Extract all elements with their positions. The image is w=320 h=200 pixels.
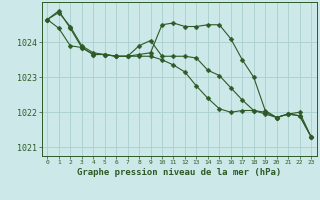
X-axis label: Graphe pression niveau de la mer (hPa): Graphe pression niveau de la mer (hPa) (77, 168, 281, 177)
